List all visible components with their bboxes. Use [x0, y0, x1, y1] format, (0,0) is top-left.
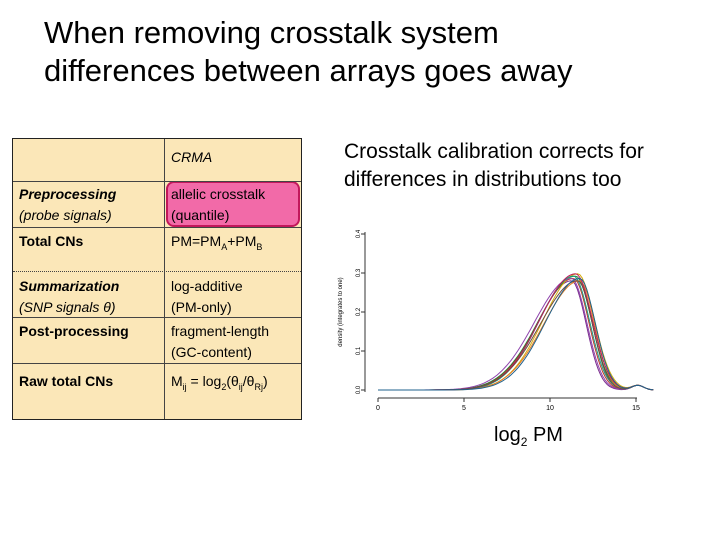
y-axis-label: density (integrates to one)	[338, 277, 344, 346]
xtick-1: 5	[462, 405, 466, 412]
row-divider	[13, 227, 301, 228]
highlight-box	[166, 181, 300, 227]
density-curve	[378, 275, 654, 391]
density-curve	[378, 280, 654, 391]
density-curve	[378, 280, 654, 391]
row-divider	[13, 181, 301, 182]
density-curve	[378, 277, 654, 391]
row-value-post-processing: fragment-length (GC-content)	[171, 323, 270, 360]
density-curve	[378, 277, 654, 391]
row-value-raw-total-cns: Mij = log2(θij/θRj)	[171, 373, 268, 392]
density-curve	[378, 275, 654, 391]
density-plot: 0.0 0.1 0.2 0.3 0.4 density (integrates …	[338, 229, 654, 412]
row-divider	[13, 317, 301, 318]
slide-title: When removing crosstalk system differenc…	[44, 14, 684, 90]
crma-table: CRMA Preprocessing (probe signals) allel…	[12, 138, 302, 420]
ytick-3: 0.3	[356, 268, 362, 277]
ytick-4: 0.4	[356, 229, 362, 238]
row-value-preprocessing: allelic crosstalk (quantile)	[171, 186, 266, 223]
density-curve	[378, 280, 654, 391]
density-curve	[378, 273, 654, 391]
row-label-raw-total-cns: Raw total CNs	[19, 373, 114, 389]
column-divider	[164, 139, 165, 419]
title-line-1: When removing crosstalk system	[44, 15, 499, 50]
table-header-crma: CRMA	[171, 149, 213, 165]
ytick-2: 0.2	[356, 307, 362, 316]
row-label-total-cns: Total CNs	[19, 233, 84, 249]
density-curve	[378, 273, 654, 391]
row-value-total-cns: PM=PMA+PMB	[171, 233, 263, 252]
row-value-summarization: log-additive (PM-only)	[171, 278, 243, 315]
density-curves	[378, 273, 654, 391]
title-line-2: differences between arrays goes away	[44, 53, 573, 88]
xtick-0: 0	[376, 405, 380, 412]
xtick-3: 15	[632, 405, 640, 412]
density-curve	[378, 277, 654, 391]
row-label-post-processing: Post-processing	[19, 323, 129, 339]
xtick-2: 10	[546, 405, 554, 412]
y-axis: 0.0 0.1 0.2 0.3 0.4 density (integrates …	[338, 229, 366, 394]
row-divider-dotted	[13, 271, 301, 272]
row-label-summarization: Summarization (SNP signals θ)	[19, 278, 120, 315]
ytick-0: 0.0	[356, 385, 362, 394]
row-label-preprocessing: Preprocessing (probe signals)	[19, 186, 117, 223]
row-divider	[13, 363, 301, 364]
x-axis-label: log2 PM	[494, 424, 563, 449]
ytick-1: 0.1	[356, 346, 362, 355]
x-axis: 0 5 10 15	[376, 397, 640, 412]
calibration-note: Crosstalk calibration corrects for diffe…	[344, 140, 644, 191]
